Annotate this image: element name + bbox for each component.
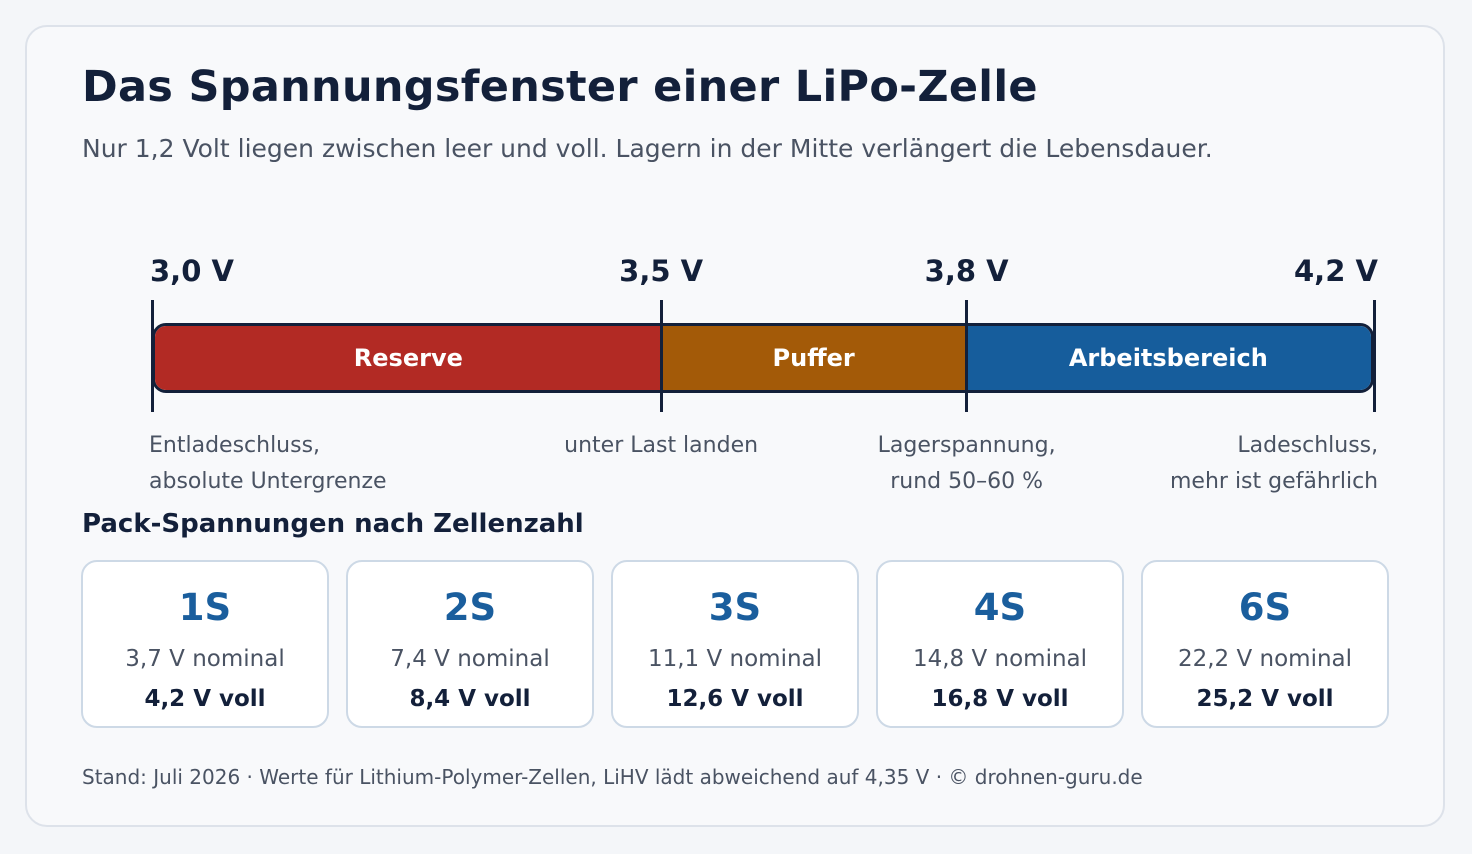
description-line: unter Last landen bbox=[564, 433, 759, 458]
tick-marker bbox=[965, 300, 969, 412]
packs-section-title: Pack-Spannungen nach Zellenzahl bbox=[82, 509, 584, 539]
pack-cell-count: 1S bbox=[178, 586, 232, 629]
pack-cell-count: 4S bbox=[973, 586, 1027, 629]
tick-marker bbox=[659, 300, 663, 412]
description-line: absolute Untergrenze bbox=[149, 469, 387, 494]
pack-full-voltage: 16,8 V voll bbox=[931, 686, 1069, 712]
segment-label: Arbeitsbereich bbox=[1068, 344, 1268, 372]
pack-card-1s: 1S 3,7 V nominal 4,2 V voll bbox=[81, 560, 329, 728]
pack-full-voltage: 4,2 V voll bbox=[144, 686, 266, 712]
pack-nominal-voltage: 11,1 V nominal bbox=[647, 646, 823, 672]
voltage-bar: Reserve Puffer Arbeitsbereich bbox=[152, 323, 1374, 393]
pack-nominal-voltage: 7,4 V nominal bbox=[390, 646, 550, 672]
description-storage: Lagerspannung, rund 50–60 % bbox=[878, 428, 1056, 500]
description-line: Lagerspannung, bbox=[877, 433, 1056, 458]
pack-card-6s: 6S 22,2 V nominal 25,2 V voll bbox=[1141, 560, 1389, 728]
tick-marker bbox=[1372, 300, 1376, 412]
voltage-label-min: 3,0 V bbox=[150, 254, 234, 288]
pack-cell-count: 3S bbox=[708, 586, 762, 629]
description-line: Ladeschluss, bbox=[1237, 433, 1379, 458]
footer-note: Stand: Juli 2026 · Werte für Lithium-Pol… bbox=[82, 765, 1143, 789]
description-min: Entladeschluss, absolute Untergrenze bbox=[149, 428, 387, 500]
pack-cell-count: 6S bbox=[1238, 586, 1292, 629]
pack-cell-count: 2S bbox=[443, 586, 497, 629]
segment-reserve: Reserve bbox=[155, 326, 662, 390]
segment-buffer: Puffer bbox=[661, 326, 966, 390]
pack-nominal-voltage: 3,7 V nominal bbox=[125, 646, 285, 672]
description-reserve-limit: unter Last landen bbox=[564, 428, 758, 464]
description-line: rund 50–60 % bbox=[890, 469, 1044, 494]
pack-full-voltage: 8,4 V voll bbox=[409, 686, 531, 712]
voltage-label-reserve-limit: 3,5 V bbox=[619, 254, 704, 288]
pack-nominal-voltage: 22,2 V nominal bbox=[1177, 646, 1353, 672]
description-line: mehr ist gefährlich bbox=[1170, 469, 1379, 494]
description-max: Ladeschluss, mehr ist gefährlich bbox=[1170, 428, 1378, 500]
page-subtitle: Nur 1,2 Volt liegen zwischen leer und vo… bbox=[82, 134, 1213, 163]
pack-card-list: 1S 3,7 V nominal 4,2 V voll 2S 7,4 V nom… bbox=[81, 560, 1389, 728]
pack-nominal-voltage: 14,8 V nominal bbox=[912, 646, 1088, 672]
voltage-label-storage: 3,8 V bbox=[924, 254, 1009, 288]
pack-card-3s: 3S 11,1 V nominal 12,6 V voll bbox=[611, 560, 859, 728]
segment-working-range: Arbeitsbereich bbox=[965, 326, 1371, 390]
segment-label: Puffer bbox=[772, 344, 855, 372]
voltage-label-max: 4,2 V bbox=[1294, 254, 1378, 288]
pack-card-4s: 4S 14,8 V nominal 16,8 V voll bbox=[876, 560, 1124, 728]
segment-label: Reserve bbox=[353, 344, 463, 372]
pack-full-voltage: 12,6 V voll bbox=[666, 686, 804, 712]
page-title: Das Spannungsfenster einer LiPo-Zelle bbox=[82, 62, 1038, 112]
description-line: Entladeschluss, bbox=[149, 433, 321, 458]
pack-full-voltage: 25,2 V voll bbox=[1196, 686, 1334, 712]
pack-card-2s: 2S 7,4 V nominal 8,4 V voll bbox=[346, 560, 594, 728]
tick-marker bbox=[150, 300, 154, 412]
